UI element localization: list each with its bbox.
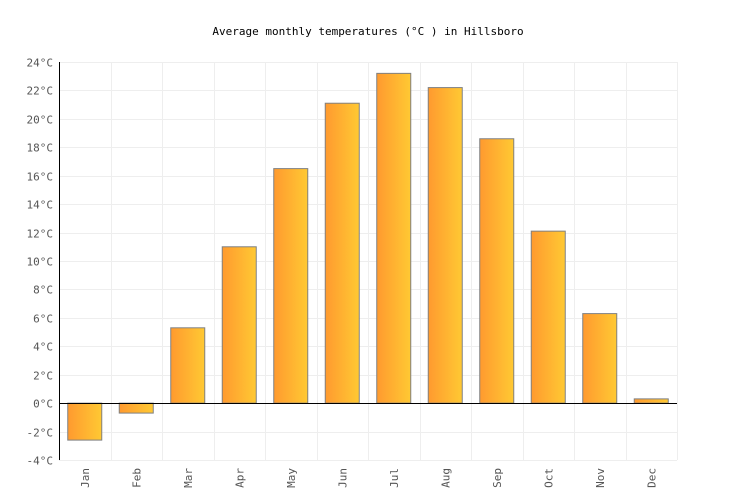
y-tick-label: 4°C [33, 341, 53, 354]
x-tick-label: Dec [645, 468, 658, 488]
bar-mar [170, 327, 206, 404]
y-tick-label: 8°C [33, 284, 53, 297]
x-tick-label: Feb [130, 468, 143, 488]
x-tick-label: Apr [233, 468, 246, 488]
bar-apr [221, 246, 257, 404]
x-tick-label: Jan [79, 468, 92, 488]
x-tick-label: Jun [336, 468, 349, 488]
bar-aug [427, 87, 463, 404]
x-tick-labels: Jan Feb Mar Apr May Jun Jul Aug Sep Oct Nov Dec [79, 468, 659, 488]
x-tick-label: May [285, 468, 298, 488]
y-tick-label: 18°C [27, 142, 54, 155]
y-tick-label: -4°C [27, 455, 54, 468]
y-tick-label: 6°C [33, 313, 53, 326]
x-tick-label: Jul [388, 468, 401, 488]
bar-feb [118, 402, 154, 414]
bar-jan [67, 402, 103, 441]
y-tick-label: 10°C [27, 256, 54, 269]
y-tick-label: 24°C [27, 57, 54, 70]
y-tick-label: 12°C [27, 228, 54, 241]
y-tick-label: 20°C [27, 114, 54, 127]
y-tick-label: 14°C [27, 199, 54, 212]
x-tick-label: Mar [182, 468, 195, 488]
x-tick-label: Sep [491, 468, 504, 488]
bar-may [273, 168, 309, 404]
y-tick-label: 2°C [33, 370, 53, 383]
bars [67, 72, 669, 441]
bar-jul [376, 72, 412, 404]
x-tick-label: Nov [594, 468, 607, 488]
y-tick-label: -2°C [27, 427, 54, 440]
bar-jun [324, 102, 360, 404]
bar-nov [582, 313, 618, 404]
y-tick-labels: -4°C -2°C 0°C 2°C 4°C 6°C 8°C 10°C 12°C 14°C 16°C 1… [27, 57, 54, 468]
axes [59, 62, 677, 460]
chart-title: Average monthly temperatures (°C ) in Hi… [212, 25, 523, 38]
y-tick-label: 0°C [33, 398, 53, 411]
x-tick-label: Aug [439, 468, 452, 488]
x-tick-label: Oct [542, 468, 555, 488]
y-tick-label: 16°C [27, 171, 54, 184]
grid [59, 62, 678, 461]
bar-dec [633, 398, 669, 404]
bar-oct [530, 230, 566, 404]
bar-sep [479, 138, 515, 404]
y-tick-label: 22°C [27, 85, 54, 98]
